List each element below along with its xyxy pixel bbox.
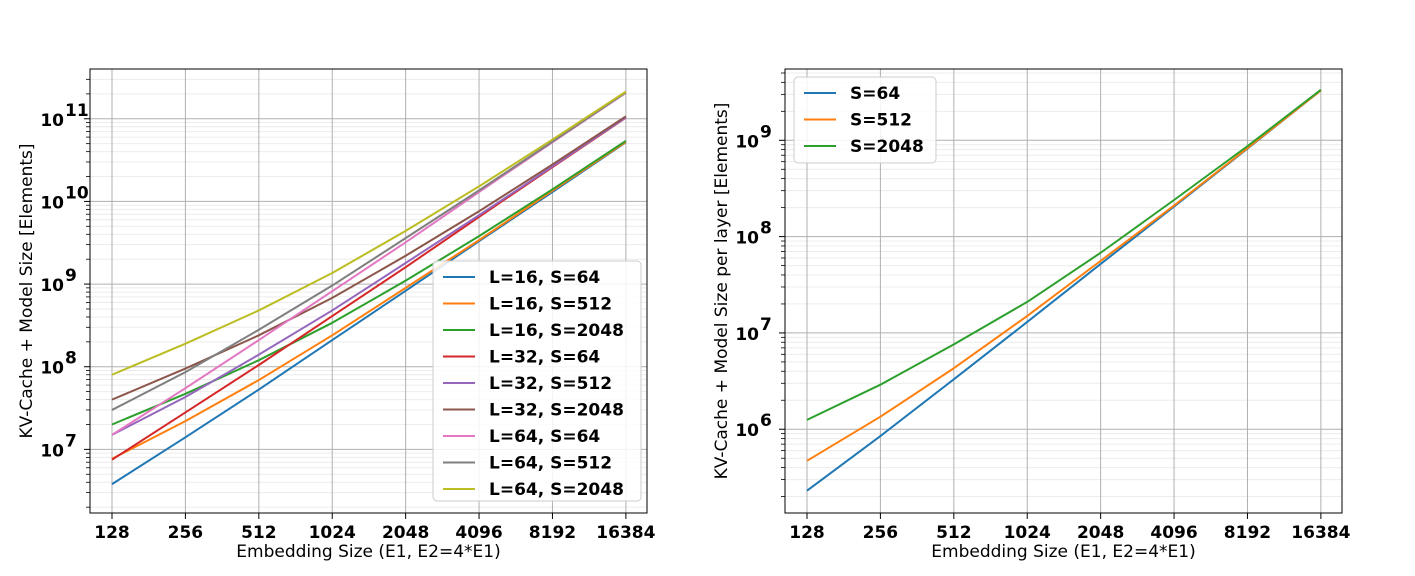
legend-label: L=32, S=2048 <box>489 401 624 421</box>
x-tick-label: 512 <box>241 523 277 543</box>
y-tick-label: 10 6 <box>735 411 772 441</box>
legend-label: L=32, S=512 <box>489 374 612 394</box>
x-tick-label: 4096 <box>455 523 502 543</box>
y-tick-label: 10 8 <box>40 349 77 379</box>
series-line-5 <box>111 116 627 436</box>
y-axis-label: KV-Cache + Model Size [Elements] <box>17 143 37 438</box>
y-tick-base: 10 <box>40 111 64 131</box>
x-tick-label: 8192 <box>529 523 576 543</box>
x-tick-label: 16384 <box>1291 523 1350 543</box>
y-tick-exp: 9 <box>65 266 77 286</box>
x-axis-label: Embedding Size (E1, E2=4*E1) <box>931 542 1195 562</box>
x-tick-label: 16384 <box>596 523 655 543</box>
series-line-6 <box>111 115 627 401</box>
legend-label: L=64, S=64 <box>489 427 600 447</box>
x-axis-label: Embedding Size (E1, E2=4*E1) <box>236 542 500 562</box>
y-tick-base: 10 <box>735 325 759 345</box>
series-line-3 <box>806 88 1322 421</box>
x-tick-label: 1024 <box>1004 523 1051 543</box>
plot-frame <box>784 68 1343 514</box>
series-line-9 <box>111 90 627 376</box>
x-tick-label: 8192 <box>1224 523 1271 543</box>
y-tick-label: 10 10 <box>40 183 89 213</box>
y-tick-exp: 8 <box>65 349 77 369</box>
x-tick-label: 128 <box>94 523 130 543</box>
y-tick-label: 10 11 <box>40 101 88 131</box>
legend-label: L=32, S=64 <box>489 348 600 368</box>
y-tick-base: 10 <box>735 421 759 441</box>
legend-label: S=64 <box>850 84 900 104</box>
x-tick-label: 256 <box>168 523 204 543</box>
legend: L=16, S=64 L=16, S=512 L=16, S=2048 L=32, S… <box>432 260 642 502</box>
x-tick-label: 256 <box>863 523 899 543</box>
series-line-1 <box>111 141 627 485</box>
series-line-8 <box>111 91 627 411</box>
legend-box <box>432 260 642 502</box>
x-tick-label: 2048 <box>382 523 429 543</box>
y-tick-exp: 11 <box>65 101 89 121</box>
y-tick-base: 10 <box>40 359 64 379</box>
legend-label: L=64, S=512 <box>489 454 612 474</box>
x-tick-label: 1024 <box>309 523 356 543</box>
legend-label: L=16, S=2048 <box>489 321 624 341</box>
legend-label: S=512 <box>850 111 912 131</box>
y-tick-label: 10 8 <box>735 219 772 249</box>
y-tick-base: 10 <box>735 132 759 152</box>
y-tick-base: 10 <box>40 193 64 213</box>
series-line-2 <box>111 141 627 460</box>
y-tick-base: 10 <box>40 441 64 461</box>
legend-label: L=64, S=2048 <box>489 480 624 500</box>
plot-frame <box>89 68 648 514</box>
y-tick-label: 10 9 <box>40 266 77 296</box>
y-tick-exp: 6 <box>760 411 772 431</box>
legend-label: S=2048 <box>850 137 924 157</box>
x-tick-label: 512 <box>936 523 972 543</box>
y-axis-label: KV-Cache + Model Size per layer [Element… <box>712 103 732 480</box>
legend-label: L=16, S=512 <box>489 295 612 315</box>
legend: S=64 S=512 S=2048 <box>793 76 937 164</box>
y-tick-exp: 7 <box>760 315 772 335</box>
x-tick-label: 2048 <box>1077 523 1124 543</box>
y-tick-base: 10 <box>735 229 759 249</box>
x-tick-label: 4096 <box>1150 523 1197 543</box>
y-tick-label: 10 7 <box>40 431 77 461</box>
y-tick-exp: 7 <box>65 431 77 451</box>
legend-box <box>793 76 937 164</box>
y-tick-exp: 8 <box>760 219 772 239</box>
y-tick-label: 10 9 <box>735 122 772 152</box>
series-line-2 <box>806 89 1322 462</box>
y-tick-exp: 10 <box>65 183 89 203</box>
y-tick-exp: 9 <box>760 122 772 142</box>
legend-label: L=16, S=64 <box>489 268 600 288</box>
y-tick-label: 10 7 <box>735 315 772 345</box>
y-tick-base: 10 <box>40 276 64 296</box>
series-line-3 <box>111 140 627 426</box>
x-tick-label: 128 <box>789 523 825 543</box>
